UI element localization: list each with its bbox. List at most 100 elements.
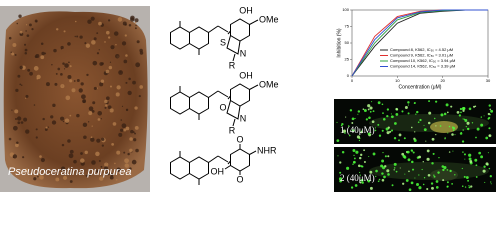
fluorescent-cell xyxy=(468,186,471,189)
fluorescent-cell xyxy=(363,149,366,152)
image-label: 1 (40μM) xyxy=(340,125,375,135)
bond xyxy=(249,84,259,90)
fluorescent-cell xyxy=(369,106,373,110)
texture-spot xyxy=(65,95,71,101)
atom-label: O xyxy=(219,102,226,112)
fluorescent-cell xyxy=(386,114,389,118)
bond xyxy=(208,25,219,33)
fluorescent-cell xyxy=(484,181,486,183)
texture-spot xyxy=(28,23,32,27)
texture-spot xyxy=(130,17,135,22)
fluorescent-cell xyxy=(369,110,372,113)
texture-spot xyxy=(103,166,109,171)
bond xyxy=(217,90,229,98)
texture-spot xyxy=(8,36,12,40)
texture-spot xyxy=(96,52,100,55)
fluorescent-cell xyxy=(483,115,485,117)
texture-spot xyxy=(55,177,60,182)
texture-spot xyxy=(124,158,129,164)
fluorescent-cell xyxy=(463,175,466,178)
texture-spot xyxy=(84,150,88,155)
texture-spot xyxy=(126,109,128,111)
texture-spot xyxy=(132,80,136,85)
fluorescent-cell xyxy=(390,129,394,132)
texture-spot xyxy=(95,151,100,157)
ring xyxy=(226,100,241,120)
fluorescent-cell xyxy=(350,186,354,189)
texture-spot xyxy=(104,106,107,109)
texture-spot xyxy=(116,150,121,155)
fluorescent-cell xyxy=(418,155,422,159)
fluorescent-cell xyxy=(342,129,347,133)
fluorescent-cell xyxy=(387,155,390,158)
fluorescent-cell xyxy=(428,100,431,103)
fluorescent-cell xyxy=(433,174,435,176)
texture-spot xyxy=(15,88,19,93)
fluorescent-cell xyxy=(346,166,350,170)
y-tick-label: 0 xyxy=(347,73,350,78)
fluorescent-cell xyxy=(412,168,415,171)
fluorescent-cell xyxy=(352,160,356,164)
fluorescent-cell xyxy=(468,153,472,157)
fluorescent-cell xyxy=(426,149,430,153)
texture-spot xyxy=(60,116,65,121)
fluorescent-cell xyxy=(471,122,474,124)
texture-spot xyxy=(90,137,95,142)
x-tick-label: 0 xyxy=(351,78,354,83)
fluorescent-cell xyxy=(446,186,449,188)
fluorescent-cell xyxy=(377,123,380,126)
texture-spot xyxy=(19,30,23,34)
texture-spot xyxy=(22,156,25,159)
texture-spot xyxy=(118,132,123,137)
texture-spot xyxy=(35,128,38,131)
fluorescent-cell xyxy=(464,119,468,122)
texture-spot xyxy=(63,30,66,33)
fluorescent-cell xyxy=(375,169,378,173)
texture-spot xyxy=(87,121,90,123)
y-tick-label: 75 xyxy=(345,24,350,29)
texture-spot xyxy=(90,16,95,21)
fluorescent-cell xyxy=(410,126,413,129)
fluorescent-cell xyxy=(412,151,415,154)
fluorescent-cell xyxy=(485,136,489,140)
ring xyxy=(189,156,209,180)
texture-spot xyxy=(73,159,77,164)
fluorescent-cell xyxy=(336,139,340,142)
fluorescent-cell xyxy=(354,184,358,187)
texture-spot xyxy=(86,73,89,77)
fluorescent-cell xyxy=(422,183,425,186)
texture-spot xyxy=(124,34,127,37)
texture-spot xyxy=(78,88,83,93)
texture-spot xyxy=(24,168,29,172)
texture-spot xyxy=(56,28,59,31)
fluorescent-cell xyxy=(386,169,390,173)
texture-spot xyxy=(60,84,65,89)
fluorescent-cell xyxy=(341,151,345,154)
fluorescent-cell xyxy=(452,129,455,132)
fluorescence-images: 1 (40μM) 2 (40μM) xyxy=(334,99,496,192)
fluorescent-cell xyxy=(389,130,392,133)
texture-spot xyxy=(139,48,143,53)
texture-spot xyxy=(25,94,29,98)
texture-spot xyxy=(60,73,63,76)
fluorescent-cell xyxy=(399,167,401,169)
fluorescent-cell xyxy=(407,104,410,106)
fluorescent-cell xyxy=(359,181,362,184)
fluorescent-cell xyxy=(378,134,382,137)
texture-spot xyxy=(125,54,128,57)
fluorescent-cell xyxy=(440,113,444,117)
texture-spot xyxy=(135,24,137,27)
texture-spot xyxy=(105,96,110,101)
texture-spot xyxy=(91,125,93,127)
fluorescent-cell xyxy=(393,169,395,171)
texture-spot xyxy=(40,55,45,60)
fluorescent-cell xyxy=(387,173,390,176)
texture-spot xyxy=(130,129,134,134)
fluorescent-cell xyxy=(467,179,470,182)
texture-spot xyxy=(50,115,54,119)
image-label: 2 (40μM) xyxy=(340,173,375,183)
fluorescent-cell xyxy=(423,177,426,179)
fluorescent-cell xyxy=(351,122,354,124)
texture-spot xyxy=(71,88,76,93)
texture-spot xyxy=(123,151,126,154)
